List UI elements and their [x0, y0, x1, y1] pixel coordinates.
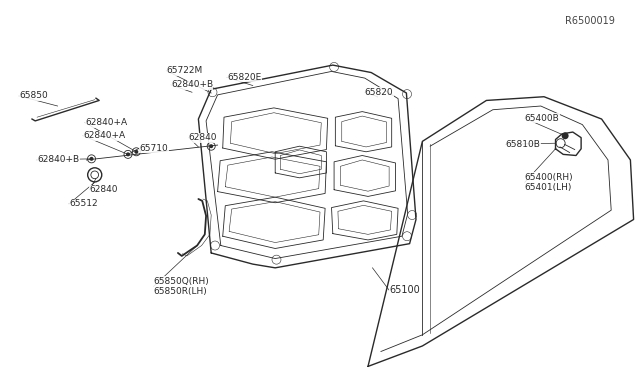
Text: 65850Q(RH)
65850R(LH): 65850Q(RH) 65850R(LH): [154, 277, 209, 296]
Text: 62840+B: 62840+B: [37, 155, 79, 164]
Text: 65820: 65820: [365, 88, 394, 97]
Text: 65850: 65850: [19, 92, 48, 100]
Text: 62840+A: 62840+A: [83, 131, 125, 140]
Text: 62840: 62840: [189, 133, 218, 142]
Text: 65810B: 65810B: [506, 140, 540, 149]
Text: 65400B: 65400B: [525, 114, 559, 123]
Text: 65100: 65100: [389, 285, 420, 295]
Circle shape: [134, 150, 138, 154]
Text: 65512: 65512: [69, 199, 98, 208]
Circle shape: [90, 157, 93, 161]
Text: 65820E: 65820E: [227, 73, 262, 82]
Text: 62840: 62840: [90, 185, 118, 194]
Text: 62840+A: 62840+A: [85, 118, 127, 127]
Circle shape: [562, 132, 568, 139]
Circle shape: [209, 144, 213, 148]
Text: R6500019: R6500019: [564, 16, 614, 26]
Circle shape: [126, 153, 130, 156]
Text: 65722M: 65722M: [166, 66, 203, 75]
Text: 65710: 65710: [140, 144, 168, 153]
Text: 62840+B: 62840+B: [171, 80, 213, 89]
Text: 65400(RH)
65401(LH): 65400(RH) 65401(LH): [525, 173, 573, 192]
